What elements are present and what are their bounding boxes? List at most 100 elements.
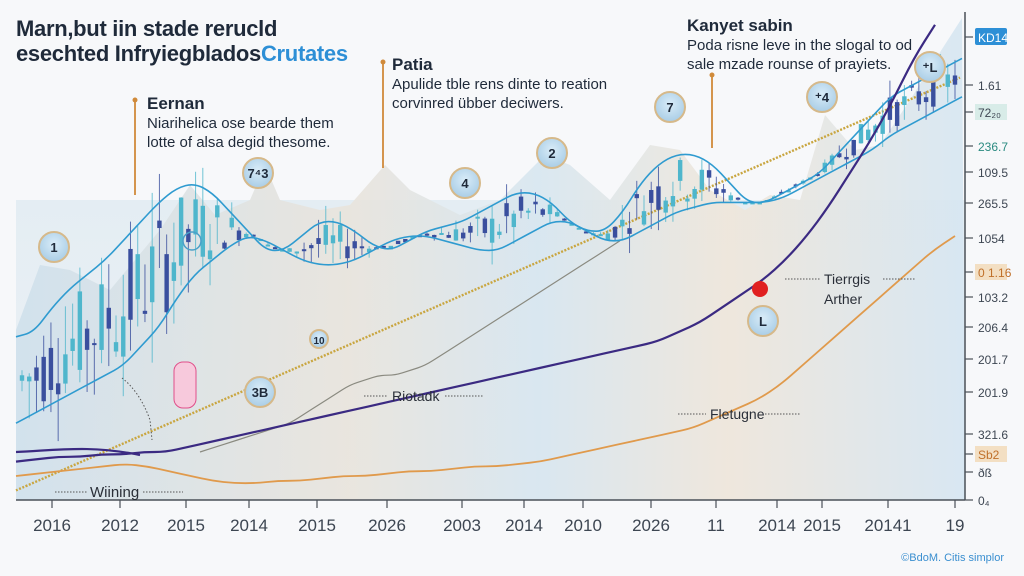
candlestick — [106, 264, 111, 367]
candlestick — [142, 264, 148, 323]
candlestick — [598, 232, 603, 237]
x-tick-label: 2015 — [167, 516, 205, 535]
annotation-body-line: Apulide tble rens dinte to reation — [392, 76, 608, 93]
candlestick — [128, 221, 133, 351]
candlestick — [779, 189, 784, 194]
candlestick — [858, 123, 864, 144]
candlestick — [851, 139, 856, 158]
candlestick — [634, 180, 639, 220]
badge-marker[interactable]: ⁺L — [914, 51, 946, 83]
candlestick — [178, 197, 184, 286]
candlestick — [460, 228, 466, 242]
title-line-2: esechted InfryiegbladosCrutates — [16, 41, 348, 66]
candlestick — [352, 229, 357, 261]
badge-marker[interactable]: 2 — [536, 137, 568, 169]
badge-marker[interactable]: 3B — [244, 376, 276, 408]
title-line-2-main: esechted Infryiegblados — [16, 41, 261, 66]
badge-marker[interactable]: L — [747, 305, 779, 337]
candlestick — [410, 236, 415, 239]
annotation-eernan: Eernan Niarihelica ose bearde them lotte… — [147, 94, 334, 152]
y-tick-badge — [975, 446, 1007, 462]
candlestick — [902, 85, 907, 120]
x-tick-label: 2014 — [758, 516, 796, 535]
badge-marker[interactable]: 1 — [38, 231, 70, 263]
badge-marker[interactable]: ⁺4 — [806, 81, 838, 113]
candlestick — [164, 234, 169, 334]
y-tick-label: 265.5 — [978, 197, 1008, 211]
badge-marker[interactable]: 7 — [654, 91, 686, 123]
badge-label: 7 — [666, 100, 673, 115]
candlestick — [482, 216, 488, 238]
candlestick — [215, 197, 220, 244]
y-tick-label: 0 1.16 — [978, 266, 1012, 280]
badge-marker[interactable]: 7⁴3 — [242, 157, 274, 189]
annotation-heading: Eernan — [147, 94, 205, 113]
candlestick — [424, 232, 430, 236]
x-tick-label: 19 — [946, 516, 965, 535]
pink-stamp-icon — [173, 361, 197, 409]
candlestick — [562, 218, 567, 221]
y-tick-label: 236.7 — [978, 140, 1008, 154]
badge-label: 10 — [313, 336, 325, 347]
candlestick — [844, 148, 849, 170]
x-tick-label: 20141 — [864, 516, 911, 535]
candlestick — [48, 322, 54, 413]
candlestick — [526, 208, 531, 220]
candlestick — [381, 245, 386, 248]
y-tick-label: 0₄ — [978, 494, 990, 508]
candlestick — [186, 224, 191, 293]
candlestick — [135, 226, 140, 327]
x-tick-label: 2015 — [298, 516, 336, 535]
highlight-point[interactable] — [752, 281, 768, 297]
candlestick — [685, 194, 690, 211]
candlestick — [555, 209, 560, 217]
candlestick — [511, 210, 517, 245]
candlestick — [627, 211, 632, 254]
candlestick — [533, 192, 538, 214]
candlestick — [388, 245, 394, 250]
label-tierrgis: Tierrgis — [824, 271, 870, 287]
candlestick — [757, 202, 762, 205]
candlestick — [504, 184, 509, 234]
candlestick — [222, 240, 227, 250]
y-tick-label: 201.9 — [978, 386, 1008, 400]
candlestick — [287, 248, 292, 252]
annotation-body-line: Poda risne leve in the slogal to od — [687, 37, 913, 54]
candlestick — [692, 186, 697, 209]
annotation-body-line: lotte of alsa degid thesome. — [147, 134, 331, 151]
line-riotadk-secondary — [15, 447, 141, 457]
overlay-lines — [15, 76, 961, 492]
y-tick-badge — [975, 104, 1007, 120]
candlestick — [27, 373, 32, 419]
trendline-wiining — [15, 76, 961, 492]
line-labels: Tierrgis Arther Riotadk Fletugne Wiining — [55, 271, 915, 501]
x-tick-label: 2010 — [564, 516, 602, 535]
badge-marker[interactable]: 10 — [309, 329, 329, 349]
annotation-body-line: sale mzade rounse of prayiets. — [687, 56, 892, 73]
candlestick — [649, 181, 654, 230]
candlestick — [605, 230, 611, 241]
candlestick — [157, 173, 162, 268]
candlestick — [656, 166, 661, 231]
x-tick-label: 2016 — [33, 516, 71, 535]
annotation-heading: Patia — [392, 55, 433, 74]
lower-band — [15, 96, 963, 424]
label-riotadk: Riotadk — [392, 388, 440, 404]
candlestick — [171, 222, 177, 324]
candlestick — [699, 159, 705, 202]
y-tick-label: KD14 — [978, 31, 1008, 45]
y-tick-badge — [975, 28, 1007, 45]
candlestick — [468, 222, 473, 243]
dotted-connector — [121, 377, 153, 441]
candlestick — [403, 238, 408, 243]
candlestick — [518, 189, 524, 219]
candlestick — [670, 181, 676, 222]
candlestick — [301, 242, 307, 262]
candlestick — [330, 218, 336, 264]
badge-label: 1 — [50, 240, 57, 255]
badge-label: L — [759, 314, 767, 329]
badge-marker[interactable]: 4 — [449, 167, 481, 199]
candlestick — [735, 197, 741, 201]
